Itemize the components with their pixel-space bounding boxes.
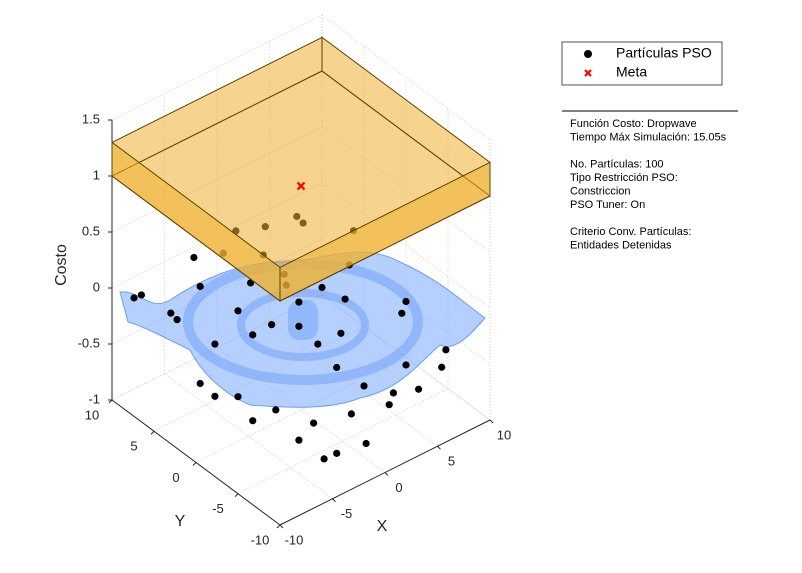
particle — [295, 298, 303, 306]
z-axis-label: Costo — [53, 244, 70, 286]
info-text: No. Partículas: 100 — [570, 158, 664, 170]
x-tick-label: 10 — [497, 427, 511, 442]
info-text: Tiempo Máx Simulación: 15.05s — [570, 131, 727, 143]
particle — [234, 307, 242, 315]
x-tick — [489, 419, 494, 424]
x-tick-label: -10 — [285, 532, 304, 547]
particle — [389, 389, 397, 397]
y-tick-label: -5 — [212, 501, 224, 516]
particle — [415, 385, 423, 393]
particle — [234, 393, 242, 401]
particle — [320, 455, 328, 463]
surface-body — [119, 251, 486, 408]
surface-peak — [288, 300, 318, 340]
particle — [398, 309, 406, 317]
particle — [385, 401, 393, 409]
legend-marker — [584, 69, 592, 77]
y-tick-label: 5 — [130, 439, 137, 454]
grid-line — [321, 126, 491, 253]
grid-line — [321, 238, 491, 365]
grid-line — [321, 182, 491, 309]
y-tick — [276, 524, 281, 529]
y-tick-label: 0 — [172, 470, 179, 485]
particle — [196, 379, 204, 388]
particle — [190, 253, 198, 262]
x-tick — [384, 472, 389, 476]
particle — [137, 291, 145, 299]
particle — [337, 329, 345, 337]
legend — [561, 41, 723, 86]
y-tick-label: -10 — [251, 532, 270, 547]
grid-line — [111, 14, 323, 121]
info-text: Criterio Conv. Partículas: — [570, 226, 691, 238]
y-tick-label: 10 — [85, 407, 99, 422]
legend-label: Meta — [616, 64, 647, 80]
surface — [119, 251, 486, 408]
particle — [438, 363, 446, 371]
particle — [318, 283, 326, 292]
particle — [167, 309, 175, 317]
box-side — [279, 161, 491, 302]
particle — [442, 346, 450, 354]
particle — [272, 406, 280, 414]
x-tick-label: -5 — [341, 506, 353, 521]
info-text: PSO Tuner: On — [570, 199, 645, 211]
particle — [360, 382, 368, 390]
goal-stroke — [296, 181, 306, 191]
info-text: Constriccion — [570, 185, 631, 197]
particle — [402, 297, 410, 306]
info-text: Tipo Restricción PSO: — [570, 172, 678, 184]
particle — [211, 340, 219, 348]
y-tick — [234, 493, 239, 498]
particle — [341, 295, 349, 303]
grid-line — [237, 388, 449, 495]
z-tick-label: 1.5 — [82, 111, 100, 126]
info-text: Función Costo: Dropwave — [570, 118, 697, 130]
z-tick-label: 0 — [93, 279, 100, 294]
particle — [249, 331, 257, 339]
surface-ring — [237, 289, 369, 361]
x-tick-label: 0 — [395, 480, 402, 495]
particle — [314, 340, 322, 348]
goal-marker — [296, 181, 306, 191]
y-tick — [150, 430, 155, 435]
particle — [249, 417, 257, 425]
legend-label: Partículas PSO — [616, 45, 712, 61]
grid-line — [321, 294, 491, 421]
x-tick — [279, 524, 284, 529]
y-tick — [192, 462, 197, 466]
particle — [347, 410, 355, 418]
particle — [362, 439, 370, 448]
info-text: Entidades Detenidas — [570, 239, 672, 251]
legend-marker — [584, 50, 592, 58]
particle — [333, 449, 341, 457]
particle — [310, 419, 318, 427]
y-axis-label: Y — [175, 513, 186, 530]
particle — [173, 316, 181, 324]
z-tick-label: 1 — [93, 167, 100, 182]
particle — [268, 321, 276, 329]
grid-line — [321, 14, 491, 141]
particle — [295, 322, 303, 330]
x-axis-label: X — [377, 518, 388, 535]
particle — [402, 361, 410, 369]
particle — [333, 363, 341, 372]
z-tick-label: 0.5 — [82, 223, 100, 238]
x-tick — [437, 445, 441, 450]
z-tick-label: -1 — [88, 391, 100, 406]
particle — [130, 294, 138, 302]
particle — [247, 279, 255, 287]
particle — [295, 436, 303, 444]
legend-box — [561, 41, 723, 86]
x-tick-label: 5 — [448, 454, 455, 469]
z-tick-label: -0.5 — [78, 335, 100, 350]
particle — [211, 392, 219, 400]
grid-line — [164, 373, 333, 500]
x-tick — [332, 498, 336, 503]
particle — [196, 282, 204, 291]
